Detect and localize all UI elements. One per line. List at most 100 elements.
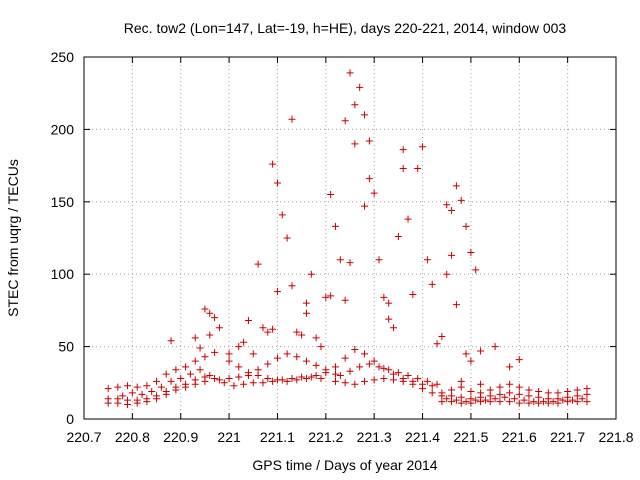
data-point — [438, 389, 446, 397]
data-point — [211, 314, 219, 322]
data-point — [462, 222, 470, 230]
data-point — [443, 270, 451, 278]
data-point — [481, 396, 489, 404]
data-point — [380, 364, 388, 372]
y-axis: 0 50 100 150 200 250 — [51, 49, 616, 427]
data-point — [477, 398, 485, 406]
data-point — [312, 334, 320, 342]
data-point — [196, 344, 204, 352]
data-point — [491, 395, 499, 403]
data-point — [544, 399, 552, 407]
data-point — [269, 160, 277, 168]
data-point — [312, 361, 320, 369]
data-point — [249, 379, 257, 387]
data-point — [104, 385, 112, 393]
data-point — [361, 377, 369, 385]
data-point — [462, 398, 470, 406]
data-point — [196, 366, 204, 374]
data-point — [370, 189, 378, 197]
data-point — [182, 383, 190, 391]
data-point — [322, 293, 330, 301]
data-point — [404, 372, 412, 380]
data-point — [467, 387, 475, 395]
data-point — [133, 383, 141, 391]
data-point — [346, 69, 354, 77]
data-point — [269, 325, 277, 333]
x-tick-label: 221.7 — [550, 429, 585, 445]
data-point — [283, 234, 291, 242]
data-point — [172, 386, 180, 394]
data-point — [157, 383, 165, 391]
data-point — [206, 331, 214, 339]
data-point — [225, 357, 233, 365]
data-point — [525, 399, 533, 407]
data-point — [240, 380, 248, 388]
data-point — [191, 334, 199, 342]
data-point — [370, 376, 378, 384]
data-point — [385, 315, 393, 323]
data-point — [153, 377, 161, 385]
x-tick-label: 221.4 — [405, 429, 440, 445]
data-point — [341, 354, 349, 362]
data-point — [331, 377, 339, 385]
data-point — [448, 206, 456, 214]
data-point — [273, 288, 281, 296]
data-point — [506, 363, 514, 371]
data-point — [124, 382, 132, 390]
data-point — [515, 383, 523, 391]
data-point — [472, 266, 480, 274]
data-point — [302, 374, 310, 382]
data-point — [399, 164, 407, 172]
data-point — [235, 373, 243, 381]
y-tick-label: 100 — [51, 266, 75, 282]
data-point — [535, 399, 543, 407]
data-point — [457, 383, 465, 391]
data-point — [525, 386, 533, 394]
data-point — [288, 282, 296, 290]
data-point — [162, 390, 170, 398]
data-point — [114, 399, 122, 407]
data-point — [341, 117, 349, 125]
data-point — [506, 398, 514, 406]
grid-lines — [84, 57, 616, 419]
data-point — [578, 395, 586, 403]
data-point — [443, 395, 451, 403]
data-point — [293, 328, 301, 336]
data-point — [254, 260, 262, 268]
data-point — [341, 379, 349, 387]
data-point — [331, 370, 339, 378]
data-point — [167, 337, 175, 345]
data-point — [544, 389, 552, 397]
data-point — [438, 332, 446, 340]
data-point — [143, 398, 151, 406]
data-point — [433, 380, 441, 388]
data-point — [365, 137, 373, 145]
data-point — [428, 382, 436, 390]
data-point — [351, 101, 359, 109]
data-point — [496, 398, 504, 406]
data-point — [278, 376, 286, 384]
data-point — [288, 374, 296, 382]
data-point — [177, 374, 185, 382]
data-point — [114, 383, 122, 391]
data-point — [399, 146, 407, 154]
data-point — [302, 309, 310, 317]
data-point — [264, 374, 272, 382]
data-point — [515, 356, 523, 364]
data-point — [515, 399, 523, 407]
data-point — [452, 301, 460, 309]
data-point — [452, 182, 460, 190]
data-point — [399, 377, 407, 385]
x-axis: 220.7 220.8 220.9 221 221.1 221.2 221.3 221.4 22… — [66, 57, 634, 445]
data-point — [520, 396, 528, 404]
data-point — [133, 399, 141, 407]
data-point — [331, 222, 339, 230]
data-point — [467, 357, 475, 365]
x-tick-label: 221.8 — [598, 429, 633, 445]
data-point — [554, 399, 562, 407]
data-point — [138, 390, 146, 398]
data-point — [554, 389, 562, 397]
data-point — [361, 350, 369, 358]
data-point — [448, 386, 456, 394]
